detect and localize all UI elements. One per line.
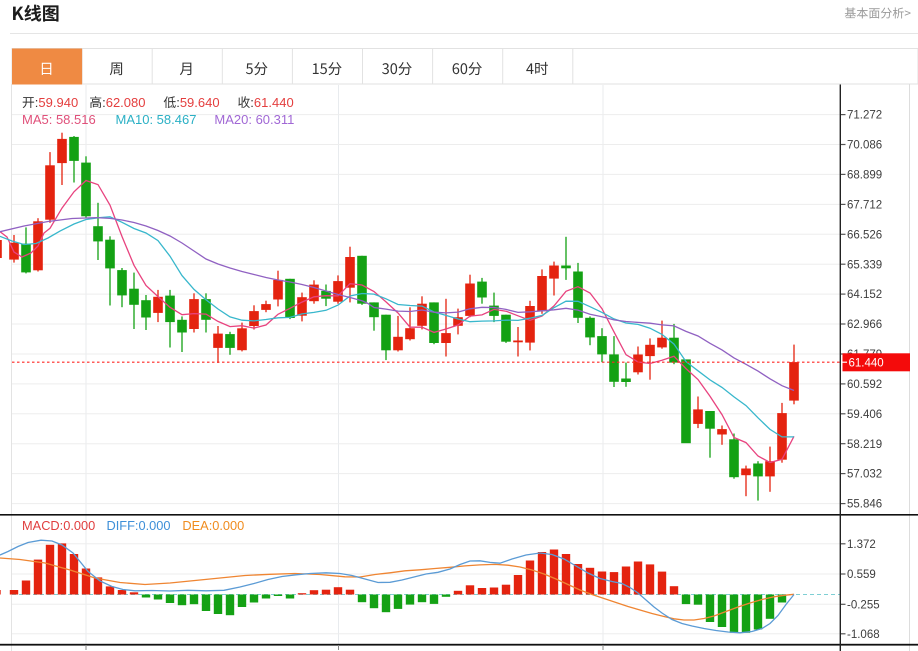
svg-text::59.940: :59.940 (35, 95, 78, 110)
svg-text:65.339: 65.339 (847, 259, 882, 271)
svg-text:58.219: 58.219 (847, 439, 882, 451)
svg-text:70.086: 70.086 (847, 140, 882, 152)
svg-text:57.032: 57.032 (847, 469, 882, 481)
svg-text:1.372: 1.372 (847, 539, 876, 551)
svg-text:-1.068: -1.068 (847, 629, 880, 641)
svg-text:66.526: 66.526 (847, 229, 882, 241)
svg-text:64.152: 64.152 (847, 289, 882, 301)
svg-text::62.080: :62.080 (102, 95, 145, 110)
svg-text:55.846: 55.846 (847, 499, 882, 511)
svg-text:60.592: 60.592 (847, 379, 882, 391)
svg-text:61.440: 61.440 (849, 357, 884, 369)
svg-text:71.272: 71.272 (847, 110, 882, 122)
svg-text::61.440: :61.440 (250, 95, 293, 110)
svg-text:67.712: 67.712 (847, 200, 882, 212)
svg-text::59.640: :59.640 (176, 95, 219, 110)
svg-text:59.406: 59.406 (847, 409, 882, 421)
svg-text:68.899: 68.899 (847, 170, 882, 182)
svg-text:-0.255: -0.255 (847, 599, 880, 611)
svg-text:62.966: 62.966 (847, 319, 882, 331)
svg-text:0.559: 0.559 (847, 569, 876, 581)
